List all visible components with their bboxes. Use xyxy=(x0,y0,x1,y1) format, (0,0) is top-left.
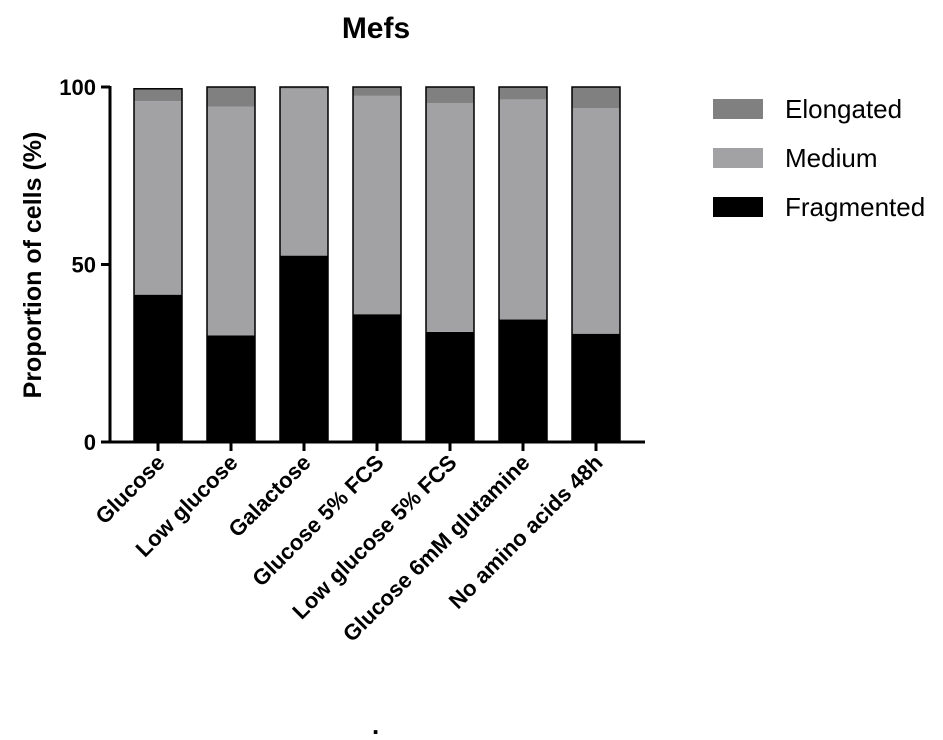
y-tick-label: 0 xyxy=(84,430,96,455)
bar-elongated-1 xyxy=(134,88,182,102)
y-tick-label: 100 xyxy=(59,75,96,100)
bar-elongated-4 xyxy=(353,87,401,96)
legend-swatch-elongated xyxy=(713,99,763,119)
bar-fragmented-2 xyxy=(207,335,255,442)
bar-elongated-6 xyxy=(499,87,547,100)
bar-medium-6 xyxy=(499,99,547,320)
legend-swatch-medium xyxy=(713,148,763,168)
chart-title: Mefs xyxy=(342,12,410,45)
bar-medium-1 xyxy=(134,101,182,295)
bar-medium-2 xyxy=(207,106,255,336)
footer-mark: . xyxy=(372,710,380,740)
legend-swatch-fragmented xyxy=(713,197,763,217)
bar-fragmented-5 xyxy=(426,331,474,442)
bar-fragmented-1 xyxy=(134,294,182,442)
bar-elongated-3 xyxy=(280,87,328,89)
bar-medium-7 xyxy=(572,108,620,334)
bars-group xyxy=(133,86,621,443)
bar-fragmented-7 xyxy=(572,333,620,442)
bar-medium-3 xyxy=(280,88,328,256)
y-axis-label: Proportion of cells (%) xyxy=(19,132,47,399)
bar-elongated-5 xyxy=(426,87,474,103)
y-tick-label: 50 xyxy=(72,253,96,278)
bar-elongated-7 xyxy=(572,87,620,109)
stacked-bar-chart: Mefs Proportion of cells (%) 0 50 100 Gluco… xyxy=(19,12,925,646)
bar-elongated-2 xyxy=(207,87,255,107)
x-tick-label: Glucose 5% FCS xyxy=(247,450,388,591)
bar-fragmented-6 xyxy=(499,319,547,442)
bar-medium-5 xyxy=(426,102,474,332)
legend-label-fragmented: Fragmented xyxy=(785,192,925,222)
bar-medium-4 xyxy=(353,95,401,315)
legend: Elongated Medium Fragmented xyxy=(713,94,925,222)
bar-fragmented-3 xyxy=(280,255,328,442)
legend-label-medium: Medium xyxy=(785,143,877,173)
legend-label-elongated: Elongated xyxy=(785,94,902,124)
bar-fragmented-4 xyxy=(353,314,401,442)
